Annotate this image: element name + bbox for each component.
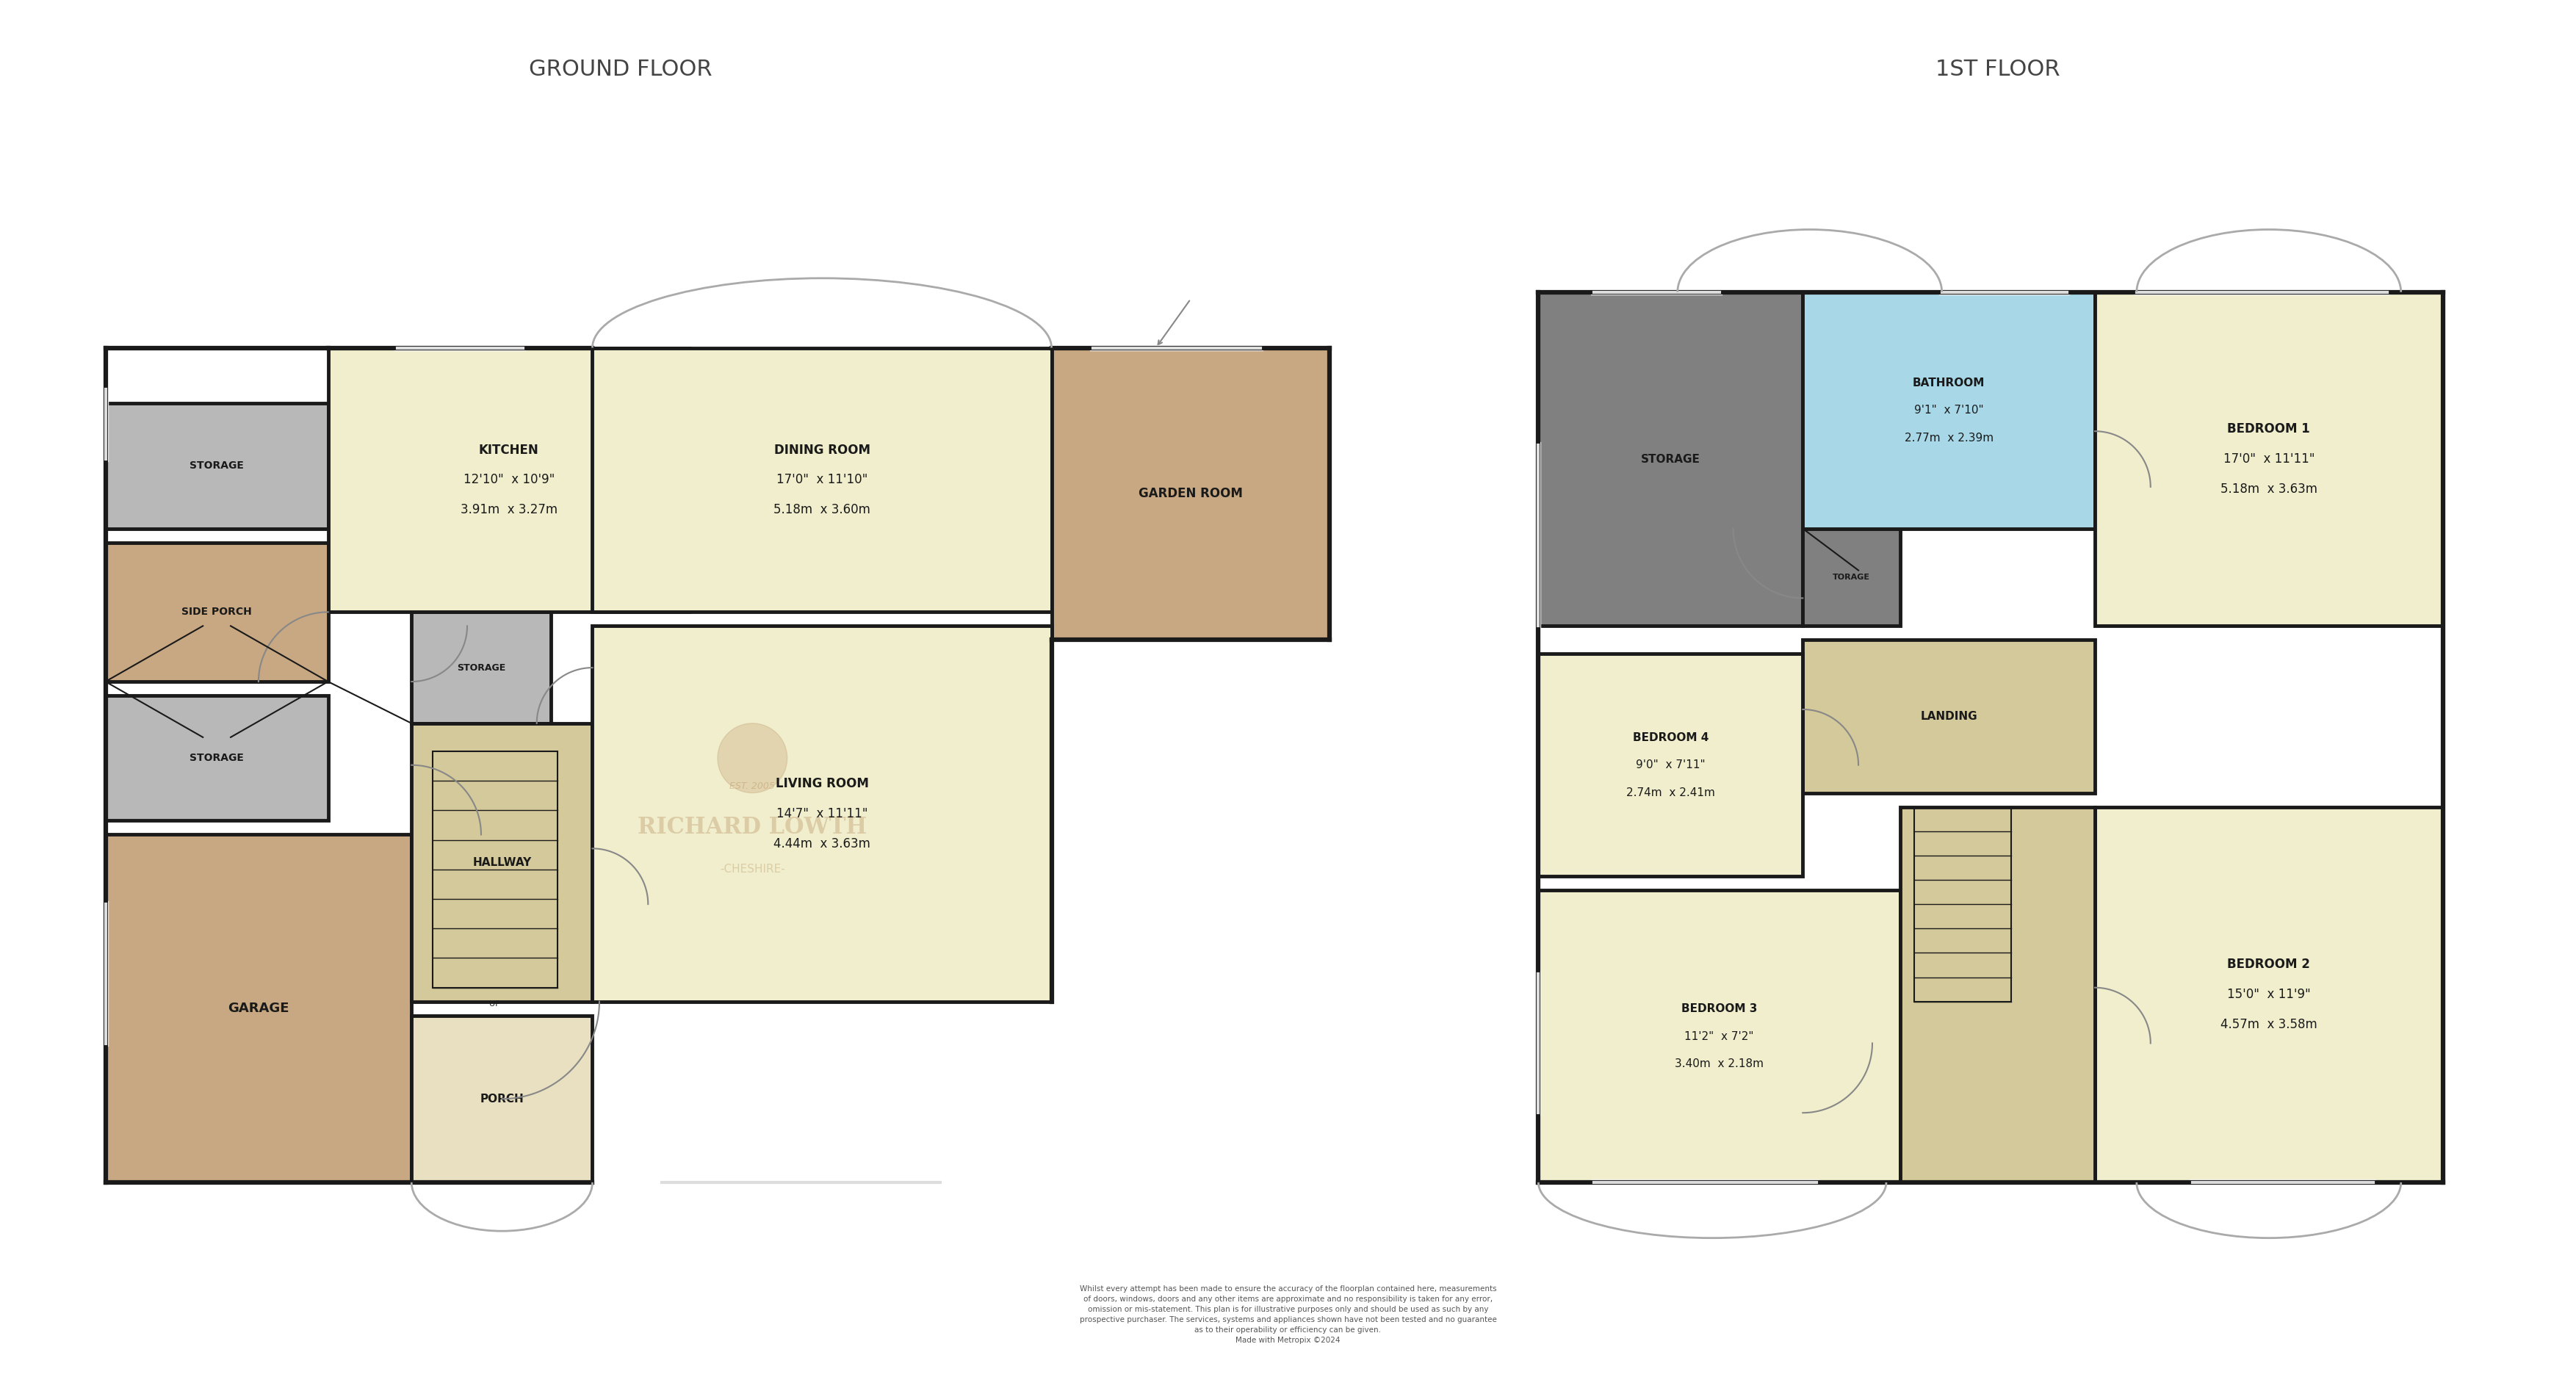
Text: STORAGE: STORAGE: [191, 460, 245, 472]
Bar: [1914, 807, 2012, 1002]
Text: Whilst every attempt has been made to ensure the accuracy of the floorplan conta: Whilst every attempt has been made to en…: [1079, 1285, 1497, 1344]
Bar: [592, 626, 1051, 1002]
Bar: [1803, 292, 2094, 529]
Text: HALLWAY: HALLWAY: [471, 857, 531, 868]
Text: 2.77m  x 2.39m: 2.77m x 2.39m: [1904, 433, 1994, 444]
Text: 9'0"  x 7'11": 9'0" x 7'11": [1636, 759, 1705, 771]
Text: 2.74m  x 2.41m: 2.74m x 2.41m: [1625, 787, 1716, 798]
Text: -CHESHIRE-: -CHESHIRE-: [719, 864, 786, 875]
Text: STORAGE: STORAGE: [456, 664, 505, 672]
Text: BEDROOM 1: BEDROOM 1: [2228, 423, 2311, 435]
Bar: [106, 696, 327, 821]
Text: 5.18m  x 3.63m: 5.18m x 3.63m: [2221, 483, 2318, 495]
Bar: [2094, 807, 2442, 1182]
Bar: [106, 542, 327, 682]
Text: LIVING ROOM: LIVING ROOM: [775, 778, 868, 790]
Text: EST. 2005: EST. 2005: [729, 782, 775, 790]
Bar: [106, 403, 327, 529]
Text: LANDING: LANDING: [1919, 711, 1978, 722]
Bar: [592, 348, 1051, 612]
Text: 11'2"  x 7'2": 11'2" x 7'2": [1685, 1031, 1754, 1042]
Bar: [1803, 640, 2094, 793]
Text: 14'7"  x 11'11": 14'7" x 11'11": [775, 807, 868, 821]
Text: GROUND FLOOR: GROUND FLOOR: [528, 58, 711, 81]
Text: 4.44m  x 3.63m: 4.44m x 3.63m: [773, 837, 871, 850]
Bar: [1538, 292, 1803, 626]
Text: 17'0"  x 11'10": 17'0" x 11'10": [775, 473, 868, 487]
Text: 9'1"  x 7'10": 9'1" x 7'10": [1914, 405, 1984, 416]
Text: BEDROOM 3: BEDROOM 3: [1682, 1003, 1757, 1014]
Text: BEDROOM 4: BEDROOM 4: [1633, 732, 1708, 743]
Bar: [1051, 348, 1329, 640]
Text: BEDROOM 2: BEDROOM 2: [2228, 958, 2311, 971]
Bar: [106, 835, 412, 1182]
Text: TORAGE: TORAGE: [1832, 573, 1870, 581]
Text: 4.57m  x 3.58m: 4.57m x 3.58m: [2221, 1018, 2318, 1031]
Text: PORCH: PORCH: [479, 1093, 523, 1104]
Text: 3.91m  x 3.27m: 3.91m x 3.27m: [461, 504, 556, 516]
Text: KITCHEN: KITCHEN: [479, 444, 538, 456]
Text: 3.40m  x 2.18m: 3.40m x 2.18m: [1674, 1059, 1765, 1070]
Text: STORAGE: STORAGE: [1641, 453, 1700, 465]
Bar: [433, 751, 556, 988]
Text: 1ST FLOOR: 1ST FLOOR: [1935, 58, 2061, 81]
Text: GARDEN ROOM: GARDEN ROOM: [1139, 487, 1242, 501]
Bar: [412, 612, 551, 723]
Text: GARAGE: GARAGE: [227, 1002, 289, 1015]
Bar: [412, 1015, 592, 1182]
Text: RICHARD LOWTH: RICHARD LOWTH: [639, 817, 868, 839]
Bar: [1538, 654, 1803, 876]
Bar: [2094, 292, 2442, 626]
Text: 17'0"  x 11'11": 17'0" x 11'11": [2223, 452, 2313, 466]
Bar: [1803, 529, 1901, 626]
Bar: [412, 723, 592, 1002]
Text: 5.18m  x 3.60m: 5.18m x 3.60m: [773, 504, 871, 516]
Bar: [1901, 807, 2094, 1182]
Bar: [327, 348, 690, 612]
Text: BATHROOM: BATHROOM: [1914, 377, 1986, 388]
Text: UP: UP: [489, 1000, 500, 1008]
Circle shape: [719, 723, 788, 793]
Bar: [1538, 890, 1901, 1182]
Text: SIDE PORCH: SIDE PORCH: [183, 606, 252, 618]
Text: STORAGE: STORAGE: [191, 753, 245, 764]
Text: 12'10"  x 10'9": 12'10" x 10'9": [464, 473, 554, 487]
Text: 15'0"  x 11'9": 15'0" x 11'9": [2228, 988, 2311, 1002]
Text: DINING ROOM: DINING ROOM: [773, 444, 871, 456]
